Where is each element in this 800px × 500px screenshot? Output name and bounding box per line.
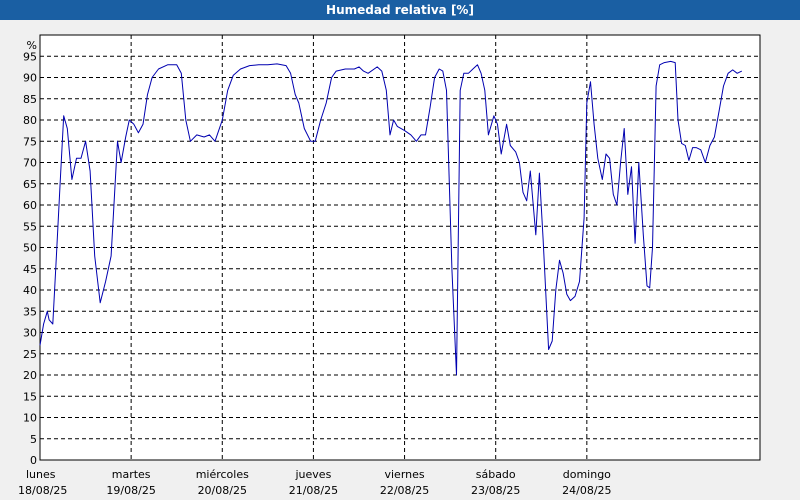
y-tick-label: 75 [23, 135, 37, 148]
y-tick-label: 10 [23, 412, 37, 425]
y-tick-label: 80 [23, 114, 37, 127]
x-tick-day: viernes [384, 468, 424, 481]
y-tick-label: 45 [23, 263, 37, 276]
y-tick-label: 90 [23, 72, 37, 85]
series-layer [39, 60, 743, 376]
x-tick-day: jueves [295, 468, 332, 481]
humidity-series-line [39, 60, 743, 376]
chart-title: Humedad relativa [%] [326, 3, 474, 17]
y-tick-label: 35 [23, 305, 37, 318]
y-tick-label: 15 [23, 390, 37, 403]
y-tick-label: 0 [30, 454, 37, 467]
x-tick-day: miércoles [196, 468, 249, 481]
x-tick-date: 19/08/25 [106, 484, 155, 497]
y-tick-label: 95 [23, 50, 37, 63]
y-tick-label: 20 [23, 369, 37, 382]
y-tick-label: 5 [30, 433, 37, 446]
y-axis-unit-label: % [27, 39, 37, 52]
y-tick-label: 55 [23, 220, 37, 233]
x-tick-day: lunes [26, 468, 56, 481]
axis-labels: % 0 5 10 15 20 25 30 35 40 45 50 55 60 65 70 75 80 85 90 95… [18, 39, 612, 497]
y-tick-label: 85 [23, 93, 37, 106]
y-tick-label: 30 [23, 327, 37, 340]
x-tick-date: 24/08/25 [562, 484, 611, 497]
x-tick-date: 22/08/25 [380, 484, 429, 497]
x-tick-day: domingo [563, 468, 611, 481]
y-tick-label: 65 [23, 178, 37, 191]
y-tick-label: 25 [23, 348, 37, 361]
x-tick-date: 18/08/25 [18, 484, 67, 497]
title-bar [0, 0, 800, 20]
x-tick-day: martes [112, 468, 151, 481]
x-tick-date: 21/08/25 [289, 484, 338, 497]
y-tick-label: 40 [23, 284, 37, 297]
grid-lines [40, 35, 760, 460]
x-tick-date: 20/08/25 [198, 484, 247, 497]
y-tick-label: 50 [23, 242, 37, 255]
y-tick-label: 60 [23, 199, 37, 212]
y-tick-label: 70 [23, 157, 37, 170]
x-tick-date: 23/08/25 [471, 484, 520, 497]
x-tick-day: sábado [476, 468, 516, 481]
